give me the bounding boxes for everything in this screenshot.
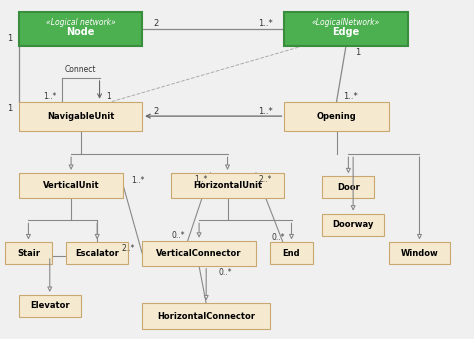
Text: 2: 2 [154, 19, 159, 28]
Text: «Logical network»: «Logical network» [46, 18, 116, 27]
Text: Stair: Stair [17, 249, 40, 258]
Text: VerticalUnit: VerticalUnit [43, 181, 100, 190]
Text: Door: Door [337, 183, 360, 192]
Text: Connect: Connect [65, 65, 96, 74]
Text: HorizontalConnector: HorizontalConnector [157, 312, 255, 321]
FancyBboxPatch shape [66, 242, 128, 264]
Text: 0..*: 0..* [219, 268, 232, 277]
Text: 1: 1 [7, 104, 12, 113]
Text: Doorway: Doorway [332, 220, 374, 229]
Text: Opening: Opening [317, 112, 356, 121]
Text: Escalator: Escalator [75, 249, 119, 258]
Text: 1..*: 1..* [194, 175, 208, 184]
Text: 2..*: 2..* [121, 244, 135, 253]
Text: Window: Window [401, 249, 438, 258]
FancyBboxPatch shape [322, 214, 384, 236]
FancyBboxPatch shape [171, 173, 284, 198]
Text: Edge: Edge [332, 27, 360, 37]
Text: 1: 1 [107, 92, 111, 101]
Text: 1..*: 1..* [258, 19, 273, 28]
FancyBboxPatch shape [19, 295, 81, 317]
Text: 1: 1 [355, 48, 361, 57]
Text: 1..*: 1..* [43, 92, 56, 101]
Text: Elevator: Elevator [30, 301, 70, 311]
FancyBboxPatch shape [284, 102, 389, 131]
FancyBboxPatch shape [322, 176, 374, 198]
Text: «LogicalNetwork»: «LogicalNetwork» [312, 18, 380, 27]
FancyBboxPatch shape [5, 242, 52, 264]
Text: 0..*: 0..* [172, 231, 185, 240]
FancyBboxPatch shape [19, 173, 123, 198]
Text: 2..*: 2..* [259, 175, 272, 184]
Text: End: End [283, 249, 301, 258]
Text: HorizontalUnit: HorizontalUnit [193, 181, 262, 190]
Text: NavigableUnit: NavigableUnit [47, 112, 114, 121]
Text: VerticalConnector: VerticalConnector [156, 249, 242, 258]
FancyBboxPatch shape [142, 241, 256, 266]
FancyBboxPatch shape [142, 303, 270, 329]
FancyBboxPatch shape [19, 12, 142, 46]
Text: 1: 1 [7, 35, 12, 43]
FancyBboxPatch shape [270, 242, 313, 264]
Text: 0..*: 0..* [272, 233, 285, 242]
Text: Node: Node [66, 27, 95, 37]
Text: 1..*: 1..* [131, 176, 144, 185]
Text: 1..*: 1..* [343, 92, 358, 101]
FancyBboxPatch shape [284, 12, 408, 46]
Text: 1..*: 1..* [258, 106, 273, 116]
Text: 2: 2 [154, 106, 159, 116]
FancyBboxPatch shape [19, 102, 142, 131]
FancyBboxPatch shape [389, 242, 450, 264]
